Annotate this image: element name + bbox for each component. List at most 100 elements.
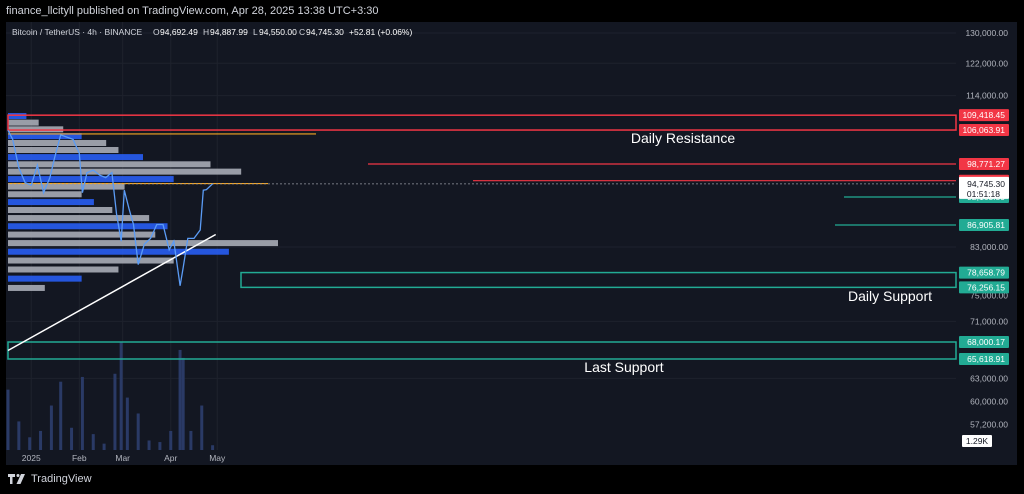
legend-close-label: C	[299, 27, 305, 37]
countdown-label: 01:51:18	[967, 189, 1000, 199]
volume-bar	[178, 349, 182, 450]
volume-bar	[39, 430, 43, 450]
volume-profile-bar	[8, 223, 168, 230]
legend-high: 94,887.99	[210, 27, 248, 37]
current-price-label: 94,745.30	[967, 179, 1005, 189]
volume-profile-bar	[8, 147, 119, 154]
volume-bar	[125, 397, 129, 450]
volume-bar	[181, 357, 185, 450]
y-axis-tick-label: 60,000.00	[970, 397, 1008, 407]
volume-profile-bar	[8, 257, 174, 264]
price-tag-label: 78,658.79	[967, 268, 1005, 278]
volume-bar	[189, 430, 193, 450]
volume-profile-bar	[8, 133, 82, 140]
volume-bar	[113, 373, 117, 450]
y-axis-tick-label: 75,000.00	[970, 290, 1008, 300]
volume-bar	[59, 381, 63, 450]
volume-profile-bar	[8, 206, 113, 213]
support-zone-last	[7, 341, 957, 360]
price-tag-label: 86,905.81	[967, 220, 1005, 230]
tradingview-brand: TradingView	[31, 473, 92, 485]
levels-layer	[7, 114, 957, 360]
price-line	[7, 130, 214, 286]
volume-bar	[147, 440, 151, 450]
price-tag-bg	[959, 266, 1009, 279]
volume-profile-bar	[8, 191, 82, 198]
legend-close: 94,745.30	[306, 27, 344, 37]
y-axis-tick-label: 130,000.00	[965, 28, 1008, 38]
price-tag-bg	[959, 219, 1009, 232]
x-axis-tick-label: Feb	[72, 453, 87, 463]
volume-profile-bar	[8, 275, 82, 282]
volume-bar	[119, 342, 123, 450]
volume-profile-bar	[8, 215, 150, 222]
price-tag-bg	[959, 335, 1009, 348]
volume-profile-bar	[8, 240, 278, 247]
legend-layer: Bitcoin / TetherUS · 4h · BINANCE O 94,6…	[12, 27, 412, 37]
volume-profile-bar	[8, 199, 94, 206]
y-axis-tick-label: 83,000.00	[970, 242, 1008, 252]
y-axis-tick-label: 57,200.00	[970, 419, 1008, 429]
annotations-layer: Daily Resistance Daily Support Last Suppor…	[584, 130, 932, 375]
volume-profile-bar	[8, 284, 45, 291]
volume-profile-bar	[8, 113, 27, 120]
annotation-label: Last Support	[584, 359, 663, 375]
price-tag-bg	[959, 109, 1009, 122]
price-tag-label: 65,618.91	[967, 354, 1005, 364]
volume-profile-bar	[8, 140, 107, 147]
price-tag-bg	[959, 124, 1009, 137]
volume-bar	[200, 405, 204, 450]
volume-bar	[158, 442, 162, 450]
price-tag-bg	[959, 157, 1009, 170]
price-tag-label: 109,418.45	[962, 110, 1005, 120]
axis-layer: 130,000.00 122,000.00 114,000.00 83,000.00 7…	[22, 28, 1009, 463]
y-axis-tick-label: 63,000.00	[970, 373, 1008, 383]
volume-layer	[6, 342, 215, 450]
volume-profile-layer	[8, 113, 278, 291]
y-axis-tick-label: 71,000.00	[970, 316, 1008, 326]
volume-profile-bar	[8, 176, 174, 183]
volume-bar	[102, 443, 106, 450]
annotation-label: Daily Support	[848, 288, 932, 304]
tradingview-logo[interactable]: TradingView	[8, 473, 92, 485]
support-zone-daily	[240, 271, 957, 289]
price-chart[interactable]: Daily Resistance Daily Support Last Suppor…	[6, 22, 1017, 465]
price-tag-bg	[959, 281, 1009, 294]
volume-bar	[6, 389, 10, 450]
y-axis-tick-label: 114,000.00	[966, 91, 1008, 101]
legend-open-label: O	[153, 27, 160, 37]
current-price-box	[959, 176, 1009, 199]
volume-bar	[70, 427, 74, 450]
volume-tag-label: 1.29K	[966, 436, 989, 446]
volume-profile-bar	[8, 154, 143, 161]
volume-bar	[211, 445, 215, 450]
volume-profile-bar	[8, 119, 39, 126]
y-axis-tick-label: 122,000.00	[965, 58, 1008, 68]
volume-tag-bg	[962, 435, 992, 447]
volume-bar	[80, 376, 84, 450]
legend-low-label: L	[253, 27, 258, 37]
legend-symbol: Bitcoin / TetherUS · 4h · BINANCE	[12, 27, 143, 37]
price-tag-label: 76,256.15	[967, 282, 1005, 292]
price-tag-label: 98,771.27	[967, 159, 1005, 169]
volume-profile-bar	[8, 168, 242, 175]
volume-bar	[17, 421, 21, 450]
resistance-zone-daily	[7, 114, 957, 131]
legend-change: +52.81 (+0.06%)	[349, 27, 412, 37]
volume-bar	[28, 437, 32, 450]
legend-high-label: H	[203, 27, 209, 37]
ascending-trendline	[7, 233, 217, 352]
volume-profile-bar	[8, 231, 156, 238]
price-tag-bg	[959, 352, 1009, 365]
publish-info: finance_llcityll published on TradingVie…	[0, 0, 1024, 22]
price-tag-label: 106,063.91	[962, 125, 1005, 135]
legend-open: 94,692.49	[160, 27, 198, 37]
x-axis-tick-label: Apr	[164, 453, 177, 463]
tradingview-logo-icon	[8, 474, 25, 484]
volume-profile-bar	[8, 183, 125, 190]
price-tag-label: 68,000.17	[967, 337, 1005, 347]
volume-bar	[169, 430, 173, 450]
price-layer	[7, 130, 214, 286]
legend-low: 94,550.00	[259, 27, 297, 37]
x-axis-tick-label: May	[209, 453, 226, 463]
